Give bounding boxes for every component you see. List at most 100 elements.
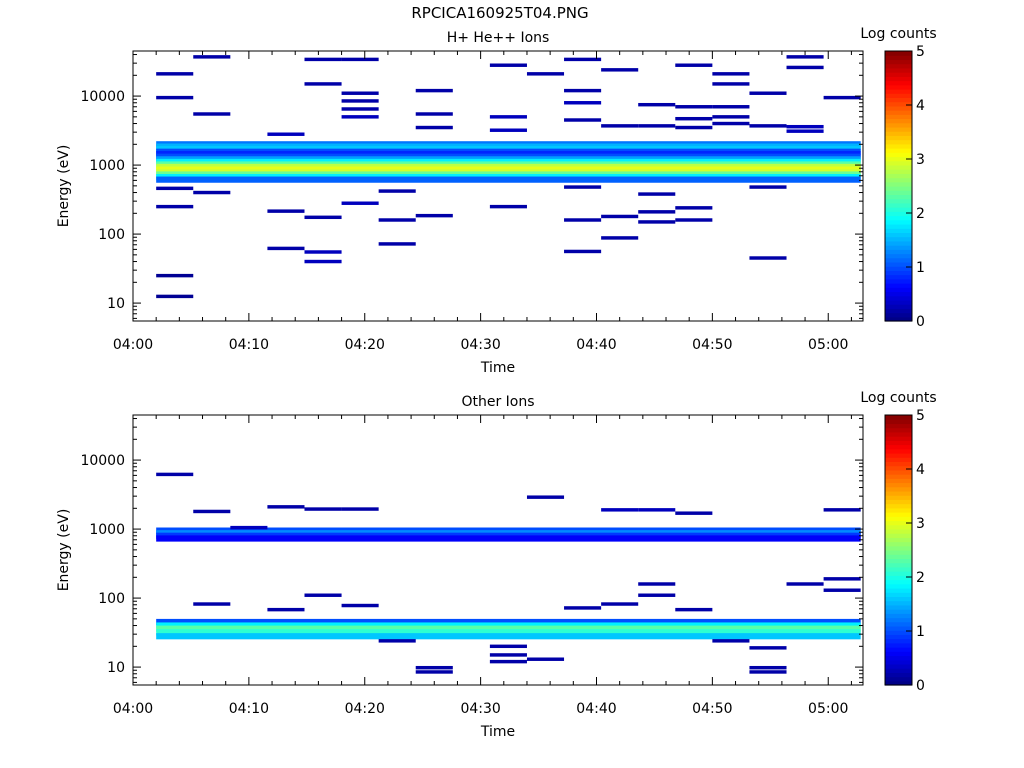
heatmap-cell: [786, 124, 824, 129]
heatmap-cell: [601, 508, 639, 512]
colorbar-segment: [885, 617, 912, 623]
colorbar-segment: [885, 528, 912, 534]
colorbar-segment: [885, 72, 912, 77]
colorbar-segment: [885, 236, 912, 242]
colorbar-segment: [885, 503, 912, 509]
colorbar-segment: [885, 566, 912, 572]
colorbar: 0 1 2 3 4 5 Log counts: [860, 26, 936, 330]
colorbar-segment: [885, 638, 912, 644]
colorbar-segment: [885, 194, 912, 200]
heatmap-cell: [675, 206, 713, 210]
colorbar-segment: [885, 283, 912, 288]
heatmap-cell: [526, 72, 565, 76]
panel-1: 04:00 04:10 04:20 04:30 04:40 04:50 05:0010100…: [56, 26, 937, 376]
colorbar-segment: [885, 101, 912, 107]
heatmap-cell: [156, 294, 194, 299]
heatmap-cell: [749, 670, 787, 674]
y-tick-label: 10000: [80, 453, 125, 469]
colorbar-segment: [885, 642, 912, 648]
heatmap-cell: [415, 213, 453, 218]
colorbar-segment: [885, 152, 912, 158]
colorbar-title: Log counts: [860, 390, 936, 406]
colorbar-segment: [885, 600, 912, 606]
colorbar-segment: [885, 211, 912, 217]
colorbar-segment: [885, 592, 912, 598]
heatmap-cell: [712, 105, 750, 109]
colorbar-segment: [885, 177, 912, 183]
heatmap-cell: [823, 577, 861, 581]
x-tick-label: 04:40: [576, 701, 616, 717]
heatmap-cell: [341, 57, 379, 62]
colorbar-segment: [885, 169, 912, 174]
colorbar-segment: [885, 223, 912, 229]
heatmap-cell: [341, 201, 379, 205]
colorbar-segment: [885, 427, 912, 433]
colorbar-segment: [885, 304, 912, 309]
heatmap-cell: [564, 57, 602, 62]
heatmap-cell: [489, 644, 527, 649]
heatmap-cell: [415, 125, 453, 130]
y-tick-label: 100: [98, 227, 125, 243]
y-tick-label: 10: [107, 660, 125, 676]
heatmap-cell: [156, 72, 194, 76]
heatmap-cell: [489, 128, 527, 132]
y-tick-label: 10: [107, 296, 125, 312]
heatmap-cell: [638, 102, 676, 107]
x-tick-label: 04:50: [692, 337, 732, 353]
heatmap-cell: [675, 116, 713, 121]
heatmap-cell: [564, 249, 602, 254]
colorbar-segment: [885, 202, 912, 208]
heatmap-cell: [193, 190, 231, 195]
heatmap-band: [156, 625, 861, 632]
colorbar-segment: [885, 270, 912, 276]
colorbar-segment: [885, 415, 912, 420]
x-tick-label: 04:20: [345, 701, 385, 717]
y-tick-label: 10000: [80, 89, 125, 105]
colorbar-segment: [885, 215, 912, 221]
heatmap-cell: [564, 185, 602, 189]
x-tick-label: 04:00: [113, 337, 153, 353]
colorbar-segment: [885, 110, 912, 115]
heatmap-cell: [675, 218, 713, 222]
colorbar-segment: [885, 257, 912, 263]
colorbar-segment: [885, 676, 912, 682]
colorbar-segment: [885, 59, 912, 65]
colorbar-title: Log counts: [860, 26, 936, 42]
heatmap-cell: [564, 101, 602, 105]
heatmap-cell: [489, 659, 527, 664]
colorbar-tick-label: 5: [916, 408, 925, 424]
heatmap-cell: [341, 107, 379, 111]
colorbar-segment: [885, 668, 912, 673]
colorbar-segment: [885, 469, 912, 475]
colorbar-segment: [885, 126, 912, 132]
heatmap-cell: [230, 525, 268, 530]
colorbar-segment: [885, 575, 912, 581]
heatmap-cell: [304, 259, 342, 264]
colorbar-segment: [885, 571, 912, 576]
heatmap-cell: [378, 218, 416, 222]
colorbar-segment: [885, 219, 912, 225]
heatmap-band: [156, 618, 861, 626]
heatmap-cell: [267, 607, 305, 612]
colorbar-tick-label: 0: [916, 314, 925, 330]
panel-title: H+ He++ Ions: [447, 30, 550, 46]
colorbar-segment: [885, 148, 912, 153]
colorbar-segment: [885, 562, 912, 568]
heatmap-cell: [341, 603, 379, 608]
colorbar-segment: [885, 512, 912, 517]
colorbar-segment: [885, 507, 912, 513]
x-axis-label: Time: [480, 724, 515, 740]
heatmap-band: [156, 629, 861, 636]
x-tick-label: 04:30: [460, 337, 500, 353]
heatmap-cell: [712, 115, 750, 119]
colorbar-segment: [885, 249, 912, 255]
heatmap-band: [156, 176, 861, 183]
colorbar-segment: [885, 186, 912, 191]
colorbar-segment: [885, 67, 912, 73]
colorbar-segment: [885, 160, 912, 166]
colorbar-tick-label: 5: [916, 44, 925, 60]
heatmap-cell: [489, 653, 527, 657]
heatmap-cell: [712, 121, 750, 126]
colorbar-segment: [885, 583, 912, 589]
colorbar-segment: [885, 659, 912, 665]
